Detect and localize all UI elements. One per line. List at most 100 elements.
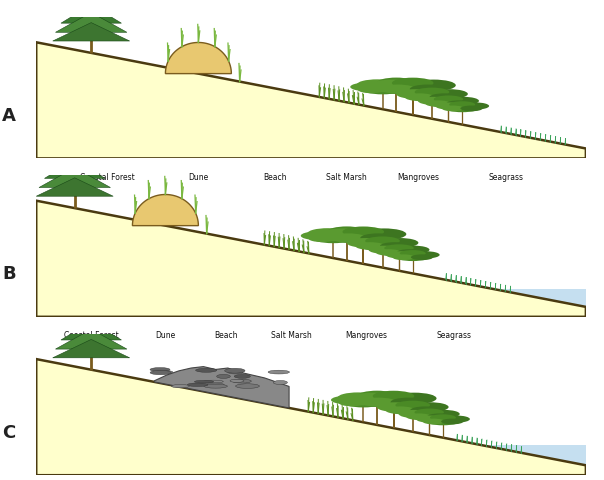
Ellipse shape — [194, 380, 214, 383]
Circle shape — [461, 102, 489, 109]
Polygon shape — [53, 23, 130, 41]
Circle shape — [425, 416, 461, 425]
Circle shape — [367, 84, 399, 92]
Ellipse shape — [204, 380, 223, 383]
Polygon shape — [61, 5, 121, 23]
Text: Seagrass: Seagrass — [437, 331, 472, 340]
Circle shape — [398, 246, 429, 254]
Circle shape — [330, 233, 366, 242]
Text: Beach: Beach — [214, 331, 237, 340]
Circle shape — [392, 393, 437, 404]
Polygon shape — [56, 329, 127, 349]
Circle shape — [408, 410, 450, 421]
Circle shape — [442, 416, 470, 423]
Circle shape — [361, 233, 396, 242]
Circle shape — [309, 235, 335, 242]
Circle shape — [394, 84, 426, 92]
Circle shape — [331, 235, 358, 242]
Circle shape — [410, 407, 440, 414]
Polygon shape — [66, 313, 116, 332]
Circle shape — [381, 83, 415, 91]
Circle shape — [416, 416, 444, 423]
Ellipse shape — [217, 374, 230, 378]
Circle shape — [370, 80, 414, 91]
Circle shape — [317, 233, 350, 241]
Circle shape — [333, 229, 393, 244]
Polygon shape — [50, 152, 100, 170]
Circle shape — [358, 239, 407, 251]
Circle shape — [358, 391, 396, 400]
Circle shape — [358, 86, 385, 93]
Circle shape — [362, 228, 406, 240]
Circle shape — [328, 227, 366, 236]
Circle shape — [386, 251, 414, 258]
Circle shape — [367, 81, 398, 89]
Text: Salt Marsh: Salt Marsh — [271, 331, 312, 340]
Circle shape — [460, 106, 483, 111]
Circle shape — [368, 246, 400, 254]
Circle shape — [411, 80, 456, 91]
Circle shape — [418, 97, 449, 105]
Polygon shape — [61, 322, 121, 340]
Circle shape — [362, 396, 396, 404]
Circle shape — [385, 407, 415, 414]
Circle shape — [332, 231, 365, 240]
Circle shape — [405, 93, 434, 101]
Ellipse shape — [228, 371, 243, 374]
Circle shape — [348, 394, 379, 402]
Circle shape — [360, 83, 405, 95]
Polygon shape — [132, 194, 198, 226]
Polygon shape — [36, 42, 586, 158]
Circle shape — [384, 244, 414, 252]
Text: Coastal Forest: Coastal Forest — [80, 173, 135, 181]
Polygon shape — [66, 0, 116, 15]
Circle shape — [435, 102, 463, 109]
Circle shape — [381, 86, 407, 93]
Circle shape — [412, 251, 440, 258]
Circle shape — [449, 101, 475, 108]
Circle shape — [380, 84, 416, 94]
Circle shape — [399, 410, 430, 418]
Circle shape — [388, 403, 437, 415]
Text: Coastal Forest: Coastal Forest — [64, 331, 118, 340]
Circle shape — [341, 396, 385, 408]
Ellipse shape — [236, 384, 259, 388]
Circle shape — [369, 80, 423, 94]
Polygon shape — [36, 359, 586, 475]
Circle shape — [307, 228, 348, 239]
Polygon shape — [36, 201, 586, 317]
Circle shape — [400, 250, 426, 257]
Circle shape — [374, 397, 407, 406]
Circle shape — [392, 78, 434, 88]
Circle shape — [391, 397, 426, 407]
Circle shape — [378, 246, 420, 257]
Circle shape — [428, 410, 460, 418]
Circle shape — [365, 237, 400, 245]
Ellipse shape — [233, 379, 251, 383]
Polygon shape — [421, 289, 586, 317]
Circle shape — [411, 254, 433, 260]
Circle shape — [411, 402, 449, 412]
Text: Dune: Dune — [188, 173, 208, 181]
Text: Dune: Dune — [155, 331, 176, 340]
Circle shape — [427, 413, 452, 420]
Text: B: B — [2, 265, 16, 283]
Ellipse shape — [273, 381, 288, 384]
Circle shape — [320, 228, 374, 242]
Circle shape — [376, 393, 417, 403]
Circle shape — [444, 103, 481, 112]
Text: C: C — [2, 424, 15, 442]
Text: Seagrass: Seagrass — [489, 173, 524, 181]
Polygon shape — [165, 43, 231, 73]
Circle shape — [393, 254, 414, 260]
Circle shape — [383, 80, 442, 95]
Circle shape — [377, 402, 414, 412]
Ellipse shape — [150, 371, 171, 375]
Circle shape — [344, 233, 377, 241]
Circle shape — [431, 89, 468, 99]
Circle shape — [364, 393, 423, 408]
Ellipse shape — [204, 384, 227, 388]
Circle shape — [430, 414, 456, 421]
Circle shape — [415, 87, 449, 96]
Circle shape — [396, 89, 433, 99]
